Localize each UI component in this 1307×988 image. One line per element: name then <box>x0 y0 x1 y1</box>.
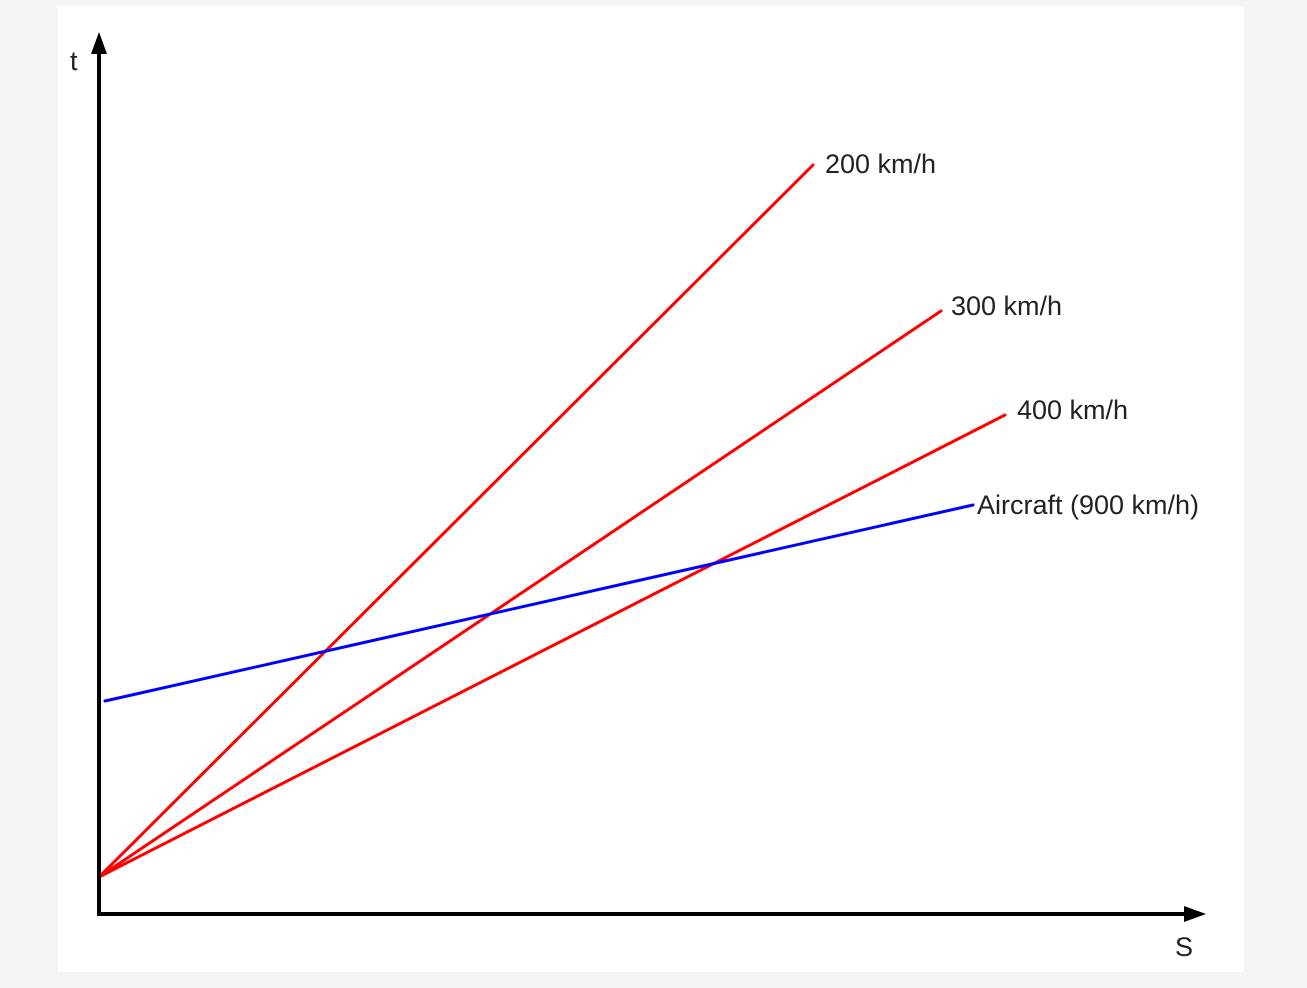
series-label-200-km-h: 200 km/h <box>825 149 936 179</box>
y-axis-label: t <box>70 46 78 76</box>
label-layer: 200 km/h 300 km/h 400 km/h Aircraft (900 km… <box>825 149 1199 520</box>
series-label-aircraft-900-km-h: Aircraft (900 km/h) <box>977 490 1199 520</box>
series-line-400-km-h <box>97 413 1007 879</box>
series-line-aircraft-900-km-h <box>103 503 975 703</box>
series-label-400-km-h: 400 km/h <box>1017 395 1128 425</box>
y-axis-arrow <box>91 32 107 54</box>
series-label-300-km-h: 300 km/h <box>951 291 1062 321</box>
x-axis-label: S <box>1175 932 1193 962</box>
chart-background <box>58 6 1244 972</box>
series-line-200-km-h <box>97 163 815 879</box>
series-layer <box>97 163 1007 879</box>
x-axis-arrow <box>1184 906 1206 922</box>
series-line-300-km-h <box>97 309 943 879</box>
